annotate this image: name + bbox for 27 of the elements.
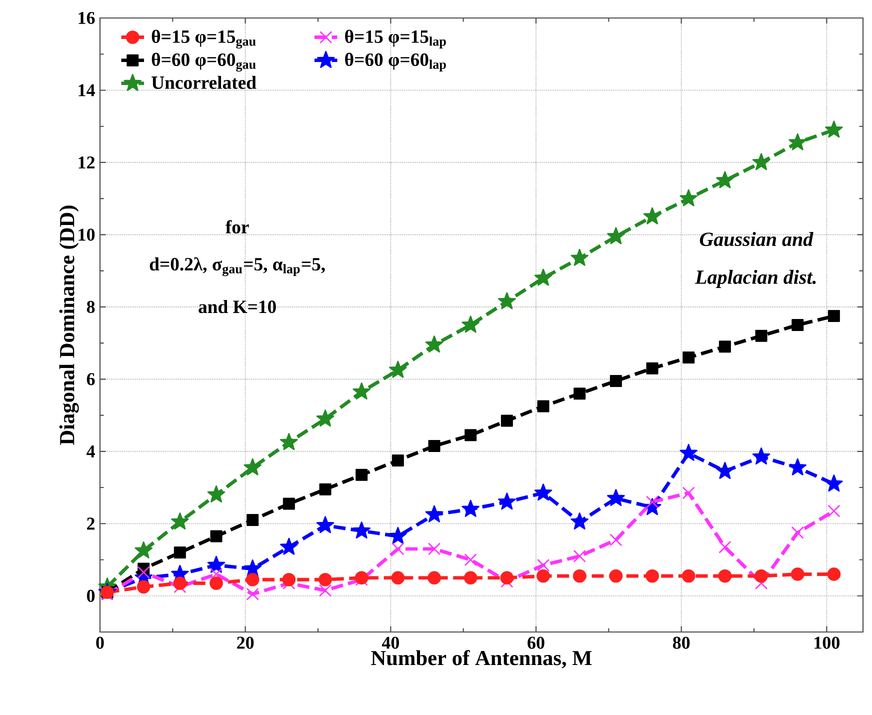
y-tick-label: 4 [86,445,95,458]
y-tick-label: 0 [86,590,95,602]
legend-label: θ=15 φ=15$_{gau}$ [152,30,256,49]
legend-label: θ=60 φ=60$_{lap}$ [345,52,446,72]
x-tick-label: 100 [814,636,840,649]
x-tick-label: 20 [237,636,254,649]
legend-label: θ=60 φ=60$_{gau}$ [152,52,256,72]
annotation: for [226,220,249,234]
x-tick-label: 80 [672,636,690,649]
y-tick-label: 6 [86,373,95,386]
x-tick-label: 0 [96,636,104,649]
y-tick-label: 8 [86,300,95,314]
annotation: d=0.2λ, σ$_{gau}$=5, α$_{lap}$=5, [150,257,325,276]
annotation: Gaussian and [700,232,814,246]
y-tick-label: 16 [78,12,95,24]
x-axis-title: Number of Antennas, M [371,650,592,668]
y-tick-label: 12 [78,156,95,168]
annotation: and K=10 [198,300,276,314]
legend-label: θ=15 φ=15$_{lap}$ [345,30,446,48]
y-tick-label: 14 [78,84,95,96]
x-tick-label: 40 [382,636,399,649]
x-tick-label: 60 [528,636,544,649]
legend-label: Uncorrelated [152,76,256,89]
y-tick-label: 10 [78,228,95,241]
y-tick-label: 2 [87,518,95,530]
y-axis-title: Diagonal Dominance (DD) [59,206,79,445]
annotation: Laplacian dist. [694,270,816,288]
